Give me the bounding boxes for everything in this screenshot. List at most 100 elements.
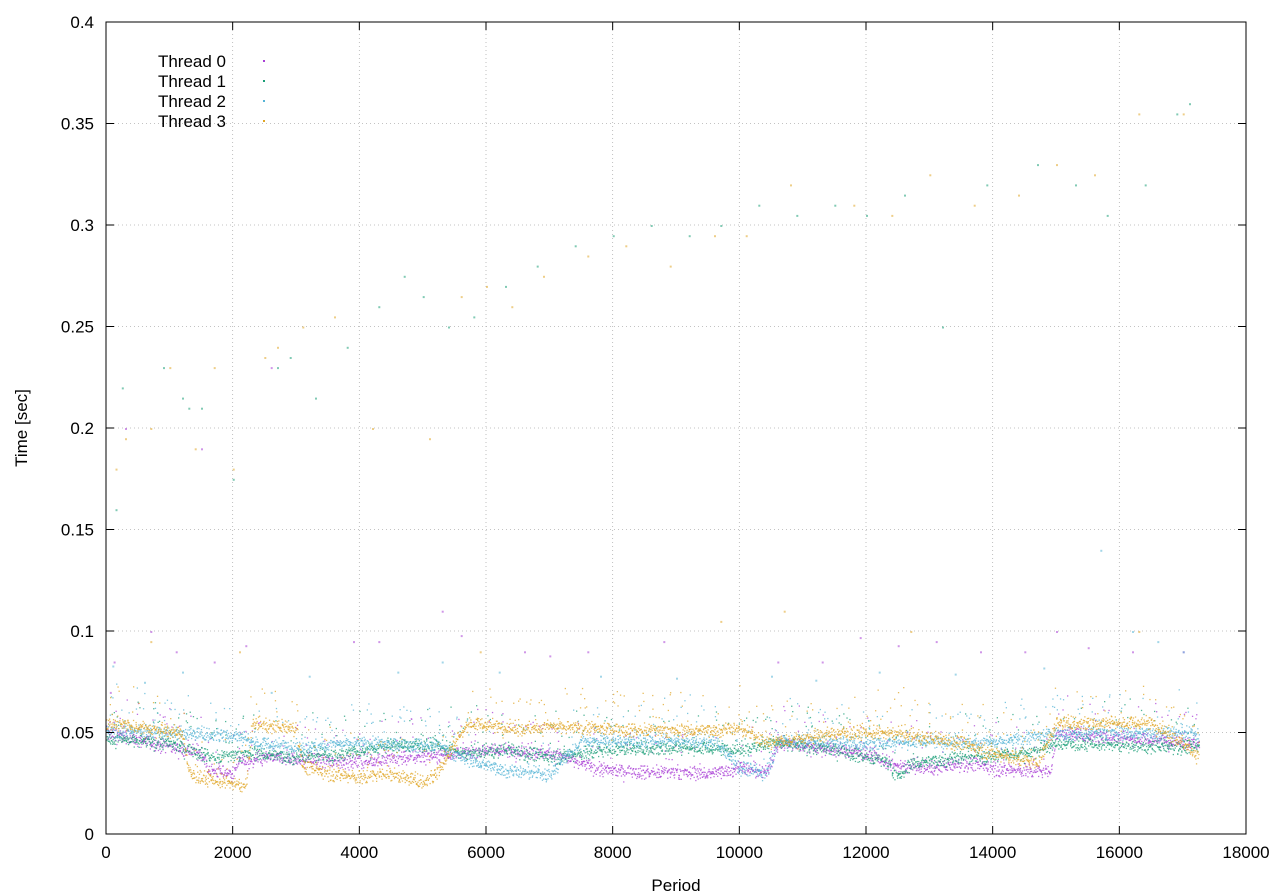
outlier-point	[777, 661, 780, 664]
data-point	[167, 738, 169, 740]
data-point	[333, 763, 335, 765]
data-point	[622, 768, 624, 770]
data-point	[377, 765, 379, 767]
data-point	[248, 760, 250, 762]
outlier-point	[1056, 631, 1058, 633]
data-point	[560, 758, 562, 760]
data-point	[167, 745, 169, 747]
data-point	[615, 764, 618, 766]
data-point	[752, 770, 755, 772]
data-point	[246, 754, 248, 757]
data-point	[620, 746, 622, 748]
data-point	[482, 731, 484, 733]
data-point	[689, 766, 691, 768]
data-point	[293, 758, 296, 760]
data-point	[330, 753, 332, 755]
data-point	[1003, 765, 1006, 767]
data-point	[195, 748, 197, 750]
data-point	[199, 754, 201, 756]
data-point	[593, 772, 595, 774]
data-point	[1026, 768, 1028, 771]
data-point	[869, 762, 871, 764]
data-point	[883, 765, 885, 767]
data-point	[278, 754, 280, 756]
data-point	[454, 750, 457, 753]
data-point	[1089, 703, 1091, 705]
data-point	[1118, 740, 1120, 742]
data-point	[784, 710, 786, 712]
data-point	[438, 750, 440, 752]
data-point	[695, 779, 697, 782]
data-point	[280, 753, 282, 755]
data-point	[986, 769, 988, 771]
data-point	[128, 738, 130, 740]
data-point	[815, 743, 817, 745]
data-point	[185, 720, 187, 722]
data-point	[244, 755, 246, 757]
data-point	[153, 746, 155, 748]
data-point	[162, 747, 164, 749]
data-point	[724, 767, 726, 769]
data-point	[385, 749, 387, 751]
data-point	[399, 742, 401, 744]
data-point	[985, 767, 987, 769]
data-point	[870, 760, 872, 762]
data-point	[381, 755, 383, 757]
data-point	[860, 727, 862, 729]
data-point	[632, 750, 634, 752]
data-point	[558, 754, 560, 756]
data-point	[312, 756, 314, 758]
data-point	[273, 755, 275, 757]
data-point	[661, 749, 664, 751]
data-point	[345, 719, 347, 721]
data-point	[661, 750, 663, 752]
data-point	[242, 758, 244, 760]
data-point	[637, 772, 640, 774]
data-point	[344, 757, 346, 759]
data-point	[416, 756, 419, 758]
data-point	[208, 770, 210, 773]
data-point	[254, 747, 256, 749]
data-point	[593, 733, 595, 735]
data-point	[477, 708, 479, 711]
data-point	[587, 762, 590, 764]
data-point	[354, 748, 357, 750]
data-point	[1120, 739, 1122, 741]
data-point	[875, 754, 877, 756]
data-point	[1175, 732, 1177, 734]
data-point	[137, 745, 139, 748]
data-point	[840, 747, 843, 749]
data-point	[710, 777, 712, 779]
data-point	[696, 750, 698, 752]
data-point	[347, 752, 349, 754]
data-point	[889, 762, 891, 765]
data-point	[622, 773, 624, 776]
data-point	[636, 742, 638, 745]
outlier-point	[980, 651, 982, 654]
data-point	[1116, 740, 1118, 743]
data-point	[498, 750, 501, 753]
data-point	[289, 762, 291, 765]
data-point	[634, 750, 637, 752]
data-point	[474, 751, 476, 753]
data-point	[1192, 743, 1195, 745]
data-point	[135, 740, 138, 742]
data-point	[702, 742, 704, 745]
data-point	[359, 733, 361, 735]
data-point	[660, 747, 662, 749]
data-point	[393, 757, 395, 759]
data-point	[882, 753, 884, 755]
data-point	[230, 773, 232, 776]
data-point	[299, 754, 301, 756]
data-point	[829, 751, 831, 753]
data-point	[220, 760, 222, 762]
data-point	[541, 753, 543, 755]
data-point	[993, 771, 995, 773]
data-point	[250, 755, 252, 757]
data-point	[753, 742, 755, 744]
data-point	[964, 767, 966, 769]
data-point	[633, 745, 635, 747]
data-point	[217, 753, 219, 755]
data-point	[295, 756, 298, 758]
data-point	[563, 751, 565, 753]
